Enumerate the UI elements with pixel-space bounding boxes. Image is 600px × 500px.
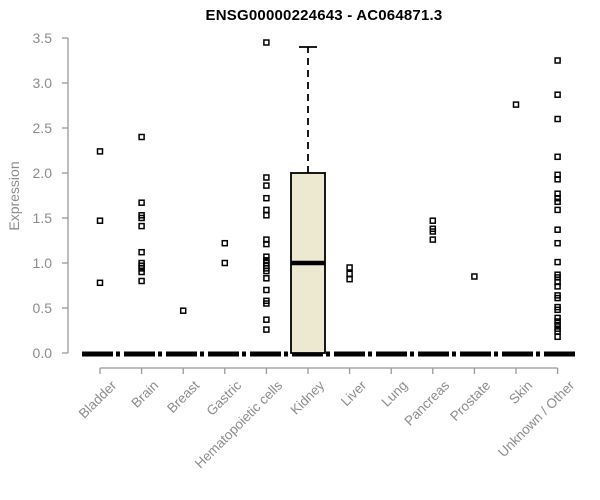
data-point bbox=[263, 253, 270, 260]
data-point bbox=[346, 264, 353, 271]
data-point bbox=[96, 279, 104, 287]
data-point bbox=[554, 306, 561, 314]
data-point bbox=[263, 212, 270, 219]
data-point bbox=[138, 268, 145, 276]
y-tick-label: 3.0 bbox=[32, 75, 52, 91]
data-point bbox=[554, 194, 561, 202]
data-point bbox=[554, 321, 561, 329]
data-point bbox=[263, 174, 270, 181]
y-tick-label: 2.5 bbox=[32, 120, 52, 136]
data-point bbox=[96, 217, 104, 224]
y-tick-label: 3.5 bbox=[32, 30, 52, 46]
y-tick-label: 0.0 bbox=[32, 345, 52, 361]
data-point bbox=[221, 259, 229, 267]
data-point bbox=[554, 333, 561, 341]
y-tick-label: 2.0 bbox=[32, 165, 52, 181]
data-point bbox=[554, 294, 561, 302]
data-point bbox=[138, 133, 145, 141]
data-point bbox=[138, 199, 145, 206]
y-tick-label: 1.0 bbox=[32, 255, 52, 271]
data-point bbox=[263, 206, 270, 214]
data-point bbox=[263, 194, 270, 202]
data-point bbox=[346, 275, 353, 283]
data-point bbox=[554, 57, 561, 64]
data-point bbox=[429, 217, 437, 224]
data-point bbox=[554, 258, 561, 266]
data-point bbox=[554, 314, 561, 322]
data-point bbox=[554, 239, 561, 247]
data-point bbox=[429, 236, 437, 243]
data-point bbox=[554, 198, 561, 206]
data-point bbox=[263, 39, 270, 46]
data-point bbox=[179, 307, 187, 314]
data-point bbox=[554, 318, 561, 325]
data-point bbox=[263, 267, 270, 275]
data-point bbox=[138, 248, 145, 256]
data-point bbox=[263, 182, 270, 189]
data-point bbox=[554, 226, 561, 233]
data-point bbox=[138, 214, 145, 222]
y-tick-label: 0.5 bbox=[32, 300, 52, 316]
data-point bbox=[554, 206, 561, 214]
data-point bbox=[138, 277, 145, 285]
data-point bbox=[471, 273, 478, 280]
data-point bbox=[554, 153, 561, 161]
data-point bbox=[429, 228, 437, 235]
data-point bbox=[221, 239, 229, 247]
data-point bbox=[263, 240, 270, 248]
y-tick-label: 1.5 bbox=[32, 210, 52, 226]
data-point bbox=[554, 115, 561, 123]
chart-title: ENSG00000224643 - AC064871.3 bbox=[205, 7, 443, 24]
data-point bbox=[263, 316, 270, 323]
data-point bbox=[554, 91, 561, 98]
data-point bbox=[263, 326, 270, 333]
data-point bbox=[554, 283, 561, 290]
data-point bbox=[138, 222, 145, 230]
data-point bbox=[346, 270, 353, 278]
data-point bbox=[138, 265, 145, 272]
data-point bbox=[263, 300, 270, 307]
data-point bbox=[96, 148, 104, 155]
data-point bbox=[263, 286, 270, 294]
data-point bbox=[512, 101, 520, 108]
data-point bbox=[263, 275, 270, 282]
data-point bbox=[554, 176, 561, 183]
